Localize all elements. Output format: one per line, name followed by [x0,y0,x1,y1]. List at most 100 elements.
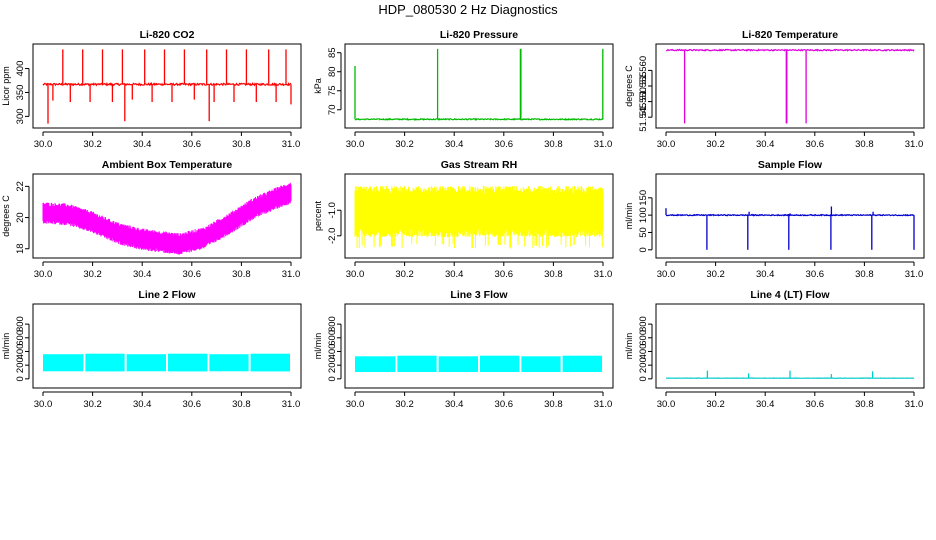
y-tick-label: 400 [327,344,338,360]
x-tick-label: 30.2 [395,139,414,150]
x-tick-label: 30.8 [544,269,563,280]
series-band [354,186,604,249]
x-tick-label: 30.2 [706,399,725,410]
y-axis-label: ml/min [624,203,634,230]
x-tick-label: 31.0 [594,269,613,280]
x-tick-label: 30.4 [133,139,152,150]
y-tick-label: 80 [327,66,338,77]
y-tick-label: 18 [15,243,26,254]
y-tick-label: 51.555 [638,71,649,100]
chart-panel-5: Gas Stream RH 30.0 30.2 30.4 30.6 30.8 31.0 -2.… [313,159,614,280]
y-tick-label: 0 [327,376,338,381]
x-tick-label: 30.4 [445,269,464,280]
chart-series [354,48,604,121]
y-tick-label: 600 [638,330,649,346]
chart-panel-1: Li-820 CO2 30.0 30.2 30.4 30.6 30.8 31.0 300 350… [1,29,302,150]
page-title: HDP_080530 2 Hz Diagnostics [378,2,558,17]
x-tick-label: 31.0 [282,269,301,280]
y-tick-label: 100 [638,207,649,223]
plot-frame [655,43,925,129]
plot-frame [344,173,614,259]
x-tick-label: 30.6 [495,139,514,150]
x-tick-label: 30.2 [706,139,725,150]
series-segment [168,353,208,372]
x-tick-label: 31.0 [905,399,924,410]
chart-title: Li-820 CO2 [140,29,195,41]
x-tick-label: 30.8 [232,139,251,150]
chart-title: Li-820 Temperature [742,29,838,41]
y-axis-label: percent [313,200,323,231]
y-tick-label: 51.545 [638,103,649,132]
plot-frame [344,43,614,129]
series-line [354,117,604,121]
y-tick-label: 70 [327,104,338,115]
x-tick-label: 30.6 [183,399,202,410]
x-tick-label: 30.4 [133,399,152,410]
x-tick-label: 30.2 [395,399,414,410]
x-tick-label: 30.0 [657,269,676,280]
y-tick-label: 150 [638,190,649,206]
y-tick-label: 200 [327,357,338,373]
series-segment [126,354,166,372]
y-tick-label: 300 [15,108,26,124]
chart-title: Line 2 Flow [138,289,196,301]
x-tick-label: 31.0 [282,139,301,150]
x-tick-label: 30.6 [495,399,514,410]
chart-series [665,206,915,250]
y-tick-label: 51.550 [638,87,649,116]
x-tick-label: 30.2 [395,269,414,280]
plot-frame [655,173,925,259]
series-segment [562,355,602,372]
x-tick-label: 30.0 [657,399,676,410]
chart-panel-3: Li-820 Temperature 30.0 30.2 30.4 30.6 30.8 31… [624,29,925,150]
x-tick-label: 30.6 [183,269,202,280]
chart-panel-2: Li-820 Pressure 30.0 30.2 30.4 30.6 30.8 31.0 7… [313,29,614,150]
chart-series [43,353,290,372]
x-tick-label: 30.2 [83,399,102,410]
y-axis-label: kPa [313,78,323,94]
chart-title: Line 3 Flow [450,289,508,301]
x-tick-label: 30.8 [855,399,874,410]
series-segment [355,356,396,372]
series-segment [521,356,561,372]
chart-series [355,355,602,372]
series-segment [397,355,437,372]
x-tick-label: 30.8 [232,269,251,280]
y-axis-label: degrees C [1,195,11,237]
chart-series [42,49,292,124]
y-tick-label: 75 [327,85,338,96]
y-tick-label: 600 [15,330,26,346]
chart-title: Gas Stream RH [441,159,517,171]
y-tick-label: 400 [638,344,649,360]
x-tick-label: 30.4 [756,139,775,150]
x-tick-label: 30.6 [495,269,514,280]
y-tick-label: 0 [638,376,649,381]
x-tick-label: 30.4 [445,399,464,410]
y-tick-label: 400 [15,61,26,77]
y-tick-label: 800 [638,316,649,332]
plot-frame [32,303,302,389]
series-line [42,81,292,87]
series-line [666,48,915,52]
chart-panel-7: Line 2 Flow 30.0 30.2 30.4 30.6 30.8 31.0 0 2004… [1,289,302,410]
x-tick-label: 31.0 [594,399,613,410]
plot-frame [344,303,614,389]
y-tick-label: 0 [15,376,26,381]
series-band [42,182,292,255]
x-tick-label: 31.0 [282,399,301,410]
x-tick-label: 30.8 [855,139,874,150]
x-tick-label: 31.0 [905,139,924,150]
y-tick-label: -1.0 [327,202,338,218]
y-tick-label: 22 [15,181,26,192]
x-tick-label: 30.6 [806,399,825,410]
plot-frame [32,173,302,259]
chart-panel-9: Line 4 (LT) Flow 30.0 30.2 30.4 30.6 30.8 31.0… [624,289,925,410]
x-tick-label: 30.6 [806,269,825,280]
x-tick-label: 30.8 [855,269,874,280]
chart-title: Li-820 Pressure [440,29,518,41]
chart-series [665,370,915,379]
x-tick-label: 30.4 [445,139,464,150]
y-tick-label: 50 [638,227,649,238]
x-tick-label: 30.6 [806,139,825,150]
x-tick-label: 31.0 [905,269,924,280]
